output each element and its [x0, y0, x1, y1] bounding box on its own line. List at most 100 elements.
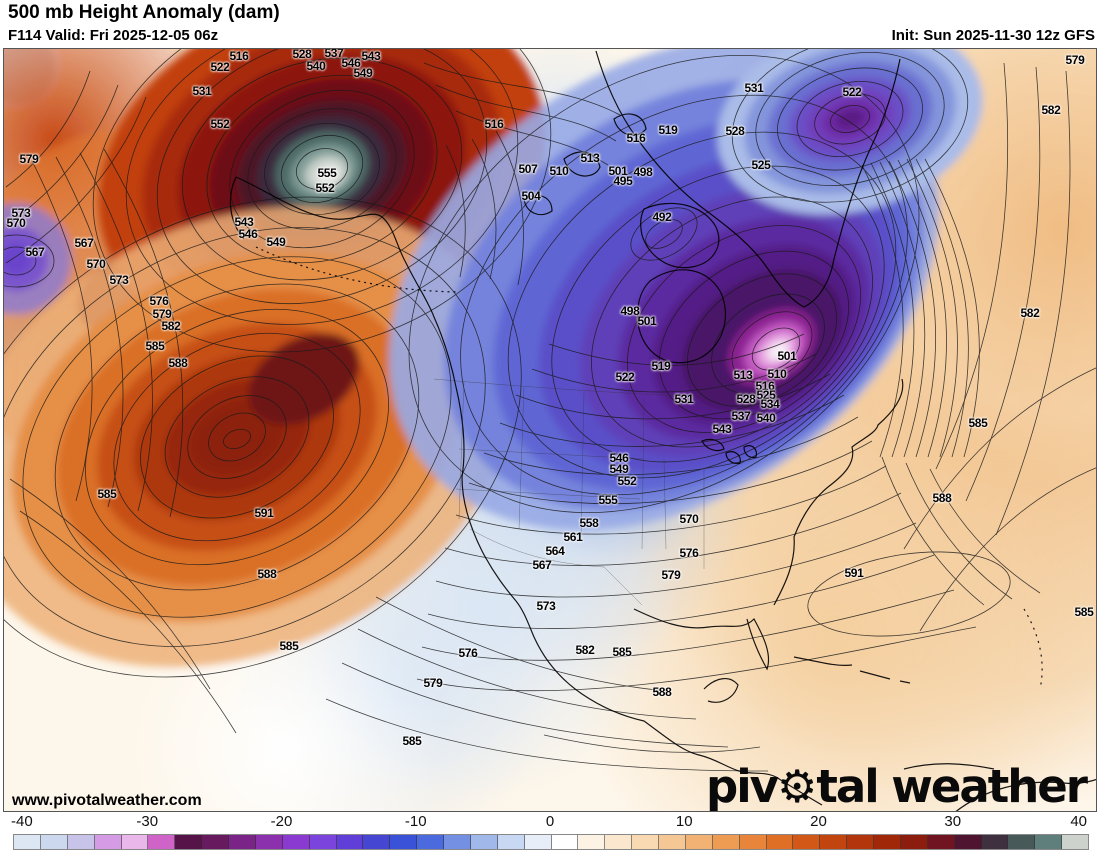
state-borders [433, 378, 705, 606]
contour-label: 552 [617, 474, 637, 488]
colorbar-cell [148, 835, 176, 849]
contour-label: 588 [932, 491, 952, 505]
contour-label: 588 [257, 567, 277, 581]
contour-label: 519 [658, 123, 678, 137]
colorbar-cell [1008, 835, 1036, 849]
contour-label: 591 [844, 566, 864, 580]
contour-label: 585 [968, 416, 988, 430]
colorbar-cell [551, 835, 579, 849]
contour-label: 576 [149, 294, 169, 308]
gear-icon: ⚙ [776, 760, 817, 812]
contour-label: 555 [317, 166, 337, 180]
contour-label: 522 [210, 60, 230, 74]
contour-label: 555 [598, 493, 618, 507]
contour-label: 567 [74, 236, 94, 250]
contour-label: 585 [145, 339, 165, 353]
contour-label: 549 [266, 235, 286, 249]
contour-label: 543 [712, 422, 732, 436]
valid-time-label: F114 Valid: Fri 2025-12-05 06z [8, 27, 219, 44]
colorbar-tick-label: -40 [11, 813, 33, 830]
init-time-label: Init: Sun 2025-11-30 12z GFS [891, 27, 1095, 44]
contour-label: 516 [484, 117, 504, 131]
colorbar-cell [766, 835, 794, 849]
contour-label: 573 [11, 206, 31, 220]
colorbar-tick-label: 40 [1070, 813, 1087, 830]
contour-label: 516 [229, 49, 249, 63]
anomaly-field-svg [4, 49, 1096, 811]
colorbar-swatches [13, 834, 1089, 850]
colorbar-cell [820, 835, 848, 849]
contour-label: 552 [315, 181, 335, 195]
contour-label: 567 [25, 245, 45, 259]
colorbar-cell [659, 835, 686, 849]
colorbar-cell [202, 835, 229, 849]
contour-label: 564 [545, 544, 565, 558]
contour-label: 579 [1065, 53, 1085, 67]
contour-label: 495 [613, 174, 633, 188]
colorbar-cell [14, 835, 41, 849]
colorbar-cell [954, 835, 982, 849]
colorbar-cell [900, 835, 928, 849]
contour-label: 552 [210, 117, 230, 131]
contour-label: 546 [238, 227, 258, 241]
contour-label: 588 [652, 685, 672, 699]
contour-label: 591 [254, 506, 274, 520]
contour-label: 576 [679, 546, 699, 560]
contour-label: 570 [6, 216, 26, 230]
contour-label: 585 [279, 639, 299, 653]
weather-map: 516 528 537 543 522 540 546 549 531 552 555 552 543 5… [3, 48, 1097, 812]
contour-label: 546 [341, 56, 361, 70]
contour-label: 537 [324, 48, 344, 60]
contour-label: 534 [760, 397, 780, 411]
contour-label: 528 [736, 392, 756, 406]
contour-label: 585 [612, 645, 632, 659]
contour-label: 540 [306, 59, 326, 73]
colorbar-cell [524, 835, 552, 849]
contour-label: 513 [733, 368, 753, 382]
watermark-url: www.pivotalweather.com [12, 792, 202, 809]
contour-label: 582 [161, 319, 181, 333]
contour-label: 573 [109, 273, 129, 287]
contour-label: 543 [361, 49, 381, 63]
contour-label: 585 [97, 487, 117, 501]
colorbar-cell [67, 835, 95, 849]
colorbar-cell [578, 835, 606, 849]
colorbar-cell [927, 835, 955, 849]
colorbar-cell [470, 835, 498, 849]
colorbar-cell [121, 835, 149, 849]
colorbar-cell [1062, 835, 1088, 849]
colorbar-cell [847, 835, 874, 849]
contour-label: 531 [192, 84, 212, 98]
contour-label: 498 [620, 304, 640, 318]
colorbar-cell [390, 835, 418, 849]
contour-label: 573 [536, 599, 556, 613]
contour-label: 549 [609, 462, 629, 476]
contour-label: 501 [777, 349, 797, 363]
colorbar-tick-label: 30 [944, 813, 962, 830]
contour-label: 576 [458, 646, 478, 660]
contour-label: 585 [402, 734, 422, 748]
contour-label: 582 [1020, 306, 1040, 320]
contour-label: 549 [353, 66, 373, 80]
colorbar-cell [793, 835, 821, 849]
contour-label: 522 [615, 370, 635, 384]
contour-label: 543 [234, 215, 254, 229]
contour-label: 570 [86, 257, 106, 271]
contour-label: 522 [842, 85, 862, 99]
coastlines [229, 50, 1096, 811]
contour-label: 579 [19, 152, 39, 166]
colorbar-cell [229, 835, 256, 849]
contour-label: 588 [168, 356, 188, 370]
contour-label: 528 [725, 124, 745, 138]
colorbar-cell [497, 835, 525, 849]
contour-label: 501 [608, 164, 628, 178]
contour-label: 510 [549, 164, 569, 178]
colorbar-cell [632, 835, 659, 849]
contour-label: 516 [626, 131, 646, 145]
contour-label: 531 [674, 392, 694, 406]
page-title: 500 mb Height Anomaly (dam) [8, 2, 280, 23]
logo-text-right: tal weather [816, 760, 1088, 812]
colorbar-cell [175, 835, 203, 849]
colorbar-cell [1035, 835, 1063, 849]
colorbar: -40 -30 -20 -10 0 10 20 30 40 [0, 812, 1100, 850]
